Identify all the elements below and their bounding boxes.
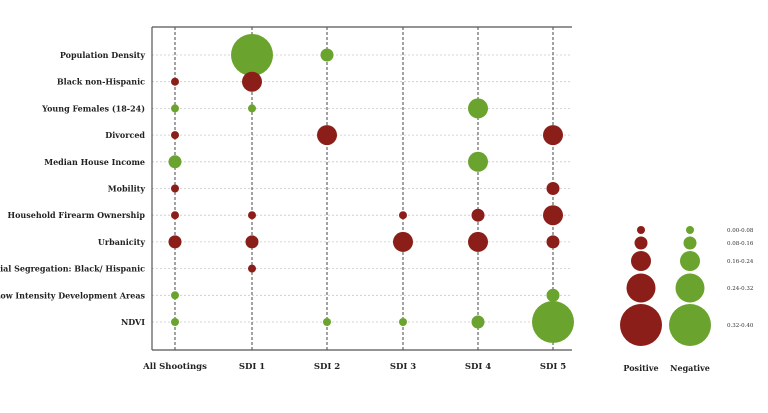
bubble-urbanicity-all-shootings [168, 235, 182, 249]
bubble-median-house-income-sdi-4 [468, 151, 488, 172]
bubble-divorced-all-shootings [171, 131, 179, 140]
legend-negative-bubble [675, 273, 705, 303]
bubble-residential-segregation-black-hispanic-sdi-1 [248, 264, 256, 273]
bubble-household-firearm-ownership-all-shootings [171, 211, 179, 220]
bubble-population-density-sdi-1 [231, 34, 273, 76]
bubble-ndvi-sdi-4 [471, 315, 485, 329]
row-label-mobility: Mobility [108, 184, 146, 194]
bubble-population-density-sdi-2 [320, 48, 334, 62]
legend-positive-bubble [620, 304, 662, 346]
legend-negative-bubble [669, 304, 711, 346]
bubble-household-firearm-ownership-sdi-3 [399, 211, 407, 220]
legend-positive-label: Positive [623, 363, 658, 373]
bubble-urbanicity-sdi-4 [468, 231, 488, 252]
row-label-urbanicity: Urbanicity [98, 237, 145, 247]
bubble-young-females-18-24-sdi-4 [468, 98, 488, 119]
legend-positive-bubble [631, 251, 651, 271]
row-label-black-non-hispanic: Black non-Hispanic [57, 77, 145, 87]
legend-positive-bubble [634, 236, 648, 250]
bubble-median-house-income-all-shootings [168, 155, 182, 169]
bubble-low-intensity-development-areas-sdi-5 [546, 288, 560, 302]
axis-layer [151, 26, 572, 351]
column-label-sdi-1: SDI 1 [239, 362, 265, 372]
label-layer: Population Density Black non-Hispanic Youn… [0, 50, 566, 372]
bubble-ndvi-sdi-3 [399, 318, 407, 326]
row-label-median-house-income: Median House Income [44, 157, 145, 167]
bubble-young-females-18-24-sdi-1 [248, 104, 256, 113]
bubble-divorced-sdi-2 [317, 125, 337, 146]
bubble-mobility-all-shootings [171, 184, 179, 193]
legend: 0.00-0.08 0.08-0.16 0.16-0.24 0.24-0.32 0.32… [620, 226, 754, 373]
legend-negative-bubble [680, 251, 700, 271]
row-label-ndvi: NDVI [121, 317, 145, 327]
legend-range-label: 0.32-0.40 [727, 323, 754, 329]
bubble-urbanicity-sdi-1 [245, 235, 259, 249]
bubble-divorced-sdi-5 [543, 125, 563, 146]
legend-range-label: 0.16-0.24 [727, 259, 754, 265]
row-label-population-density: Population Density [60, 50, 146, 60]
legend-negative-bubble [686, 226, 694, 234]
bubble-household-firearm-ownership-sdi-1 [248, 211, 256, 220]
column-label-all-shootings: All Shootings [142, 362, 207, 372]
row-label-low-intensity-development-areas: Low Intensity Development Areas [0, 290, 145, 300]
column-label-sdi-4: SDI 4 [465, 362, 491, 372]
bubble-household-firearm-ownership-sdi-5 [543, 205, 563, 226]
row-label-residential-segregation-black-hispanic: Residential Segregation: Black/ Hispanic [0, 264, 145, 274]
grid-layer [152, 27, 572, 350]
bubble-ndvi-sdi-2 [323, 318, 331, 326]
legend-range-label: 0.08-0.16 [727, 241, 754, 247]
legend-negative-label: Negative [670, 363, 710, 373]
bubble-low-intensity-development-areas-all-shootings [171, 291, 179, 300]
bubble-urbanicity-sdi-3 [393, 231, 413, 252]
column-label-sdi-3: SDI 3 [390, 362, 416, 372]
bubble-black-non-hispanic-sdi-1 [242, 71, 262, 92]
bubble-young-females-18-24-all-shootings [171, 104, 179, 113]
row-label-divorced: Divorced [105, 130, 145, 140]
bubble-black-non-hispanic-all-shootings [171, 77, 179, 86]
bubble-urbanicity-sdi-5 [546, 235, 560, 249]
legend-range-label: 0.00-0.08 [727, 228, 754, 234]
column-label-sdi-2: SDI 2 [314, 362, 340, 372]
legend-negative-bubble [683, 236, 697, 250]
bubble-ndvi-sdi-5 [532, 301, 574, 343]
bubble-layer [168, 34, 574, 343]
bubble-mobility-sdi-5 [546, 182, 560, 195]
bubble-household-firearm-ownership-sdi-4 [471, 208, 485, 222]
column-label-sdi-5: SDI 5 [540, 362, 566, 372]
row-label-household-firearm-ownership: Household Firearm Ownership [8, 210, 146, 220]
bubble-ndvi-all-shootings [171, 318, 179, 326]
legend-positive-bubble [637, 226, 645, 234]
legend-positive-bubble [626, 273, 656, 303]
legend-range-label: 0.24-0.32 [727, 286, 753, 292]
row-label-young-females-18-24: Young Females (18-24) [41, 103, 145, 113]
